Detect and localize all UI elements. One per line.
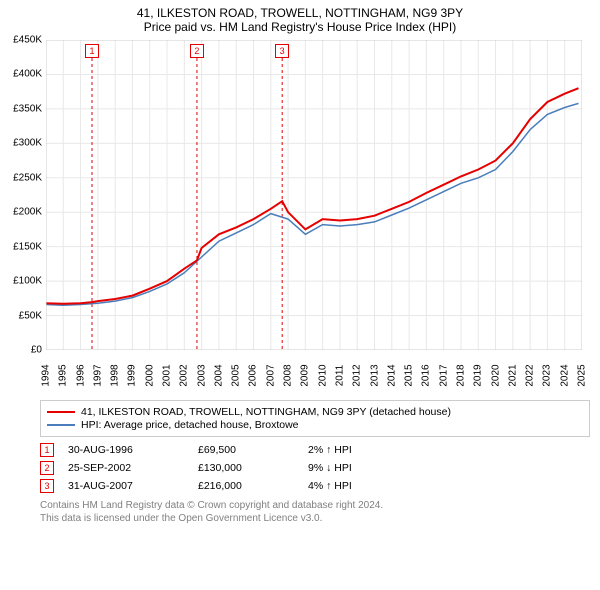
event-row: 1 30-AUG-1996£69,5002% ↑ HPI [40, 443, 590, 457]
x-axis-label: 2018 [455, 364, 466, 386]
y-axis-label: £0 [31, 345, 42, 356]
chart-title-2: Price paid vs. HM Land Registry's House … [0, 20, 600, 34]
series-hpi [46, 103, 579, 305]
x-axis-label: 1997 [92, 364, 103, 386]
x-axis-label: 2006 [248, 364, 259, 386]
event-date: 30-AUG-1996 [68, 444, 198, 456]
legend-swatch [47, 411, 75, 413]
event-price: £130,000 [198, 462, 308, 474]
x-axis-label: 2020 [490, 364, 501, 386]
x-axis-label: 1996 [75, 364, 86, 386]
x-axis-label: 2012 [352, 364, 363, 386]
event-marker-2: 2 [40, 461, 54, 475]
event-marker-1: 1 [40, 443, 54, 457]
x-axis-label: 1998 [110, 364, 121, 386]
legend: 41, ILKESTON ROAD, TROWELL, NOTTINGHAM, … [40, 400, 590, 437]
event-change: 9% ↓ HPI [308, 462, 352, 474]
x-axis-label: 2011 [334, 365, 345, 387]
x-axis-label: 2000 [144, 364, 155, 386]
chart-marker-3: 3 [275, 44, 289, 58]
x-axis-label: 2002 [179, 364, 190, 386]
y-axis-label: £50K [19, 310, 42, 321]
x-axis-label: 2023 [542, 364, 553, 386]
x-axis-label: 2025 [577, 364, 588, 386]
x-axis-label: 2008 [283, 364, 294, 386]
chart-plot-area: £0£50K£100K£150K£200K£250K£300K£350K£400… [46, 40, 582, 350]
x-axis-label: 2021 [507, 364, 518, 386]
x-axis-label: 2004 [213, 364, 224, 386]
x-axis-label: 2015 [404, 364, 415, 386]
y-axis-label: £150K [13, 241, 42, 252]
x-axis-label: 1995 [58, 364, 69, 386]
y-axis-label: £200K [13, 207, 42, 218]
events-table: 1 30-AUG-1996£69,5002% ↑ HPI 2 25-SEP-2002£… [40, 443, 590, 493]
x-axis-label: 2003 [196, 364, 207, 386]
legend-label: HPI: Average price, detached house, Brox… [81, 419, 299, 431]
footer-attribution: Contains HM Land Registry data © Crown c… [40, 499, 590, 525]
x-axis-label: 2013 [369, 364, 380, 386]
x-axis-label: 2005 [231, 364, 242, 386]
event-change: 4% ↑ HPI [308, 480, 352, 492]
event-marker-3: 3 [40, 479, 54, 493]
event-price: £69,500 [198, 444, 308, 456]
x-axis-label: 2007 [265, 364, 276, 386]
y-axis-label: £400K [13, 69, 42, 80]
footer-line-2: This data is licensed under the Open Gov… [40, 512, 590, 525]
y-axis-label: £250K [13, 172, 42, 183]
chart-marker-1: 1 [85, 44, 99, 58]
event-row: 2 25-SEP-2002£130,0009% ↓ HPI [40, 461, 590, 475]
y-axis-label: £100K [13, 276, 42, 287]
x-axis-label: 2009 [300, 364, 311, 386]
event-price: £216,000 [198, 480, 308, 492]
event-row: 3 31-AUG-2007£216,0004% ↑ HPI [40, 479, 590, 493]
y-axis-label: £450K [13, 35, 42, 46]
x-axis-label: 2019 [473, 364, 484, 386]
footer-line-1: Contains HM Land Registry data © Crown c… [40, 499, 590, 512]
legend-item: HPI: Average price, detached house, Brox… [47, 419, 583, 431]
legend-swatch [47, 424, 75, 426]
x-axis-label: 2017 [438, 364, 449, 386]
x-axis-label: 1994 [41, 364, 52, 386]
chart-title-1: 41, ILKESTON ROAD, TROWELL, NOTTINGHAM, … [0, 0, 600, 20]
legend-label: 41, ILKESTON ROAD, TROWELL, NOTTINGHAM, … [81, 406, 451, 418]
x-axis-label: 2014 [386, 364, 397, 386]
event-change: 2% ↑ HPI [308, 444, 352, 456]
series-price_paid [46, 88, 579, 304]
x-axis-label: 2022 [525, 364, 536, 386]
chart-container: 41, ILKESTON ROAD, TROWELL, NOTTINGHAM, … [0, 0, 600, 590]
legend-item: 41, ILKESTON ROAD, TROWELL, NOTTINGHAM, … [47, 406, 583, 418]
y-axis-label: £300K [13, 138, 42, 149]
x-axis-label: 1999 [127, 364, 138, 386]
x-axis-label: 2016 [421, 364, 432, 386]
x-axis-label: 2024 [559, 364, 570, 386]
y-axis-label: £350K [13, 103, 42, 114]
x-axis-label: 2001 [162, 364, 173, 386]
chart-marker-2: 2 [190, 44, 204, 58]
event-date: 31-AUG-2007 [68, 480, 198, 492]
x-axis-label: 2010 [317, 364, 328, 386]
event-date: 25-SEP-2002 [68, 462, 198, 474]
